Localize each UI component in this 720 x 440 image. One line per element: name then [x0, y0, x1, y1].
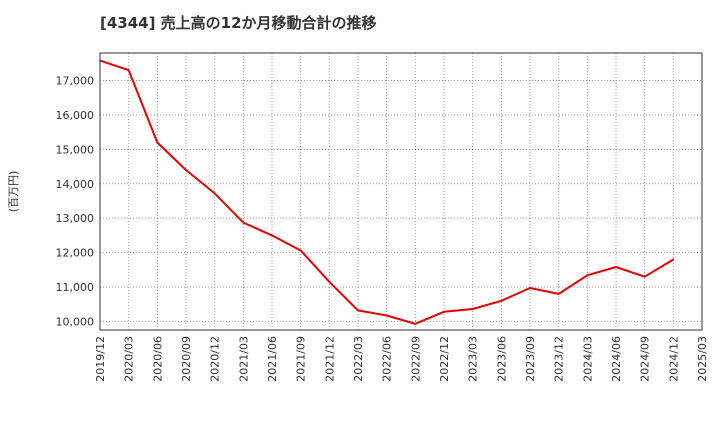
data-point	[213, 192, 216, 195]
y-axis-label: (百万円)	[7, 171, 20, 213]
plot-frame	[99, 52, 703, 331]
data-point	[586, 274, 589, 277]
data-point	[414, 323, 417, 325]
x-tick-label: 2022/06	[381, 336, 394, 382]
x-tick-label: 2020/12	[209, 336, 222, 382]
data-point	[672, 258, 675, 261]
data-point	[328, 281, 331, 283]
data-point	[443, 310, 445, 313]
data-point	[127, 69, 130, 72]
x-tick-label: 2022/09	[409, 336, 422, 382]
grid-lines	[100, 53, 702, 330]
data-point	[615, 266, 617, 268]
y-tick-label: 11,000	[56, 281, 95, 294]
x-tick-label: 2024/09	[639, 336, 652, 382]
data-point	[385, 314, 388, 317]
x-tick-label: 2025/03	[696, 336, 709, 382]
x-tick-label: 2024/12	[667, 336, 680, 382]
x-tick-label: 2024/03	[581, 336, 594, 382]
y-tick-label: 10,000	[56, 315, 95, 328]
y-tick-label: 12,000	[56, 247, 95, 260]
y-tick-label: 14,000	[56, 178, 95, 191]
data-point	[299, 249, 302, 252]
data-point	[500, 299, 503, 302]
x-tick-label: 2023/06	[495, 336, 508, 382]
data-point	[357, 309, 359, 312]
data-point	[471, 308, 474, 310]
data-point	[557, 293, 560, 295]
x-tick-label: 2022/12	[438, 336, 451, 382]
x-tick-label: 2019/12	[94, 336, 107, 382]
chart-title: [4344] 売上高の12か月移動合計の推移	[100, 14, 377, 32]
y-tick-label: 17,000	[56, 75, 95, 88]
x-tick-label: 2022/03	[352, 336, 365, 382]
y-tick-label: 13,000	[56, 212, 95, 225]
data-point	[271, 234, 273, 237]
data-series	[99, 59, 675, 325]
x-tick-label: 2024/06	[610, 336, 623, 382]
y-axis-ticks: 10,000 11,000 12,000 13,000 14,000 15,000 16,0…	[56, 75, 95, 329]
x-tick-label: 2020/03	[123, 336, 136, 382]
data-point	[529, 287, 531, 289]
x-tick-label: 2020/09	[180, 336, 193, 382]
data-point	[242, 221, 245, 224]
x-tick-label: 2021/09	[295, 336, 308, 382]
x-tick-label: 2023/09	[524, 336, 537, 382]
data-point	[185, 169, 187, 171]
x-tick-label: 2023/12	[553, 336, 566, 382]
data-point	[156, 141, 159, 144]
y-tick-label: 16,000	[56, 109, 95, 122]
x-tick-label: 2021/03	[237, 336, 250, 382]
data-point	[643, 275, 646, 278]
x-tick-label: 2021/06	[266, 336, 279, 382]
x-tick-label: 2023/03	[467, 336, 480, 382]
x-tick-label: 2021/12	[323, 336, 336, 382]
x-axis-ticks: 2019/12 2020/03 2020/06 2020/09 2020/12 2021/…	[94, 336, 709, 382]
x-tick-label: 2020/06	[151, 336, 164, 382]
y-tick-label: 15,000	[56, 143, 95, 156]
